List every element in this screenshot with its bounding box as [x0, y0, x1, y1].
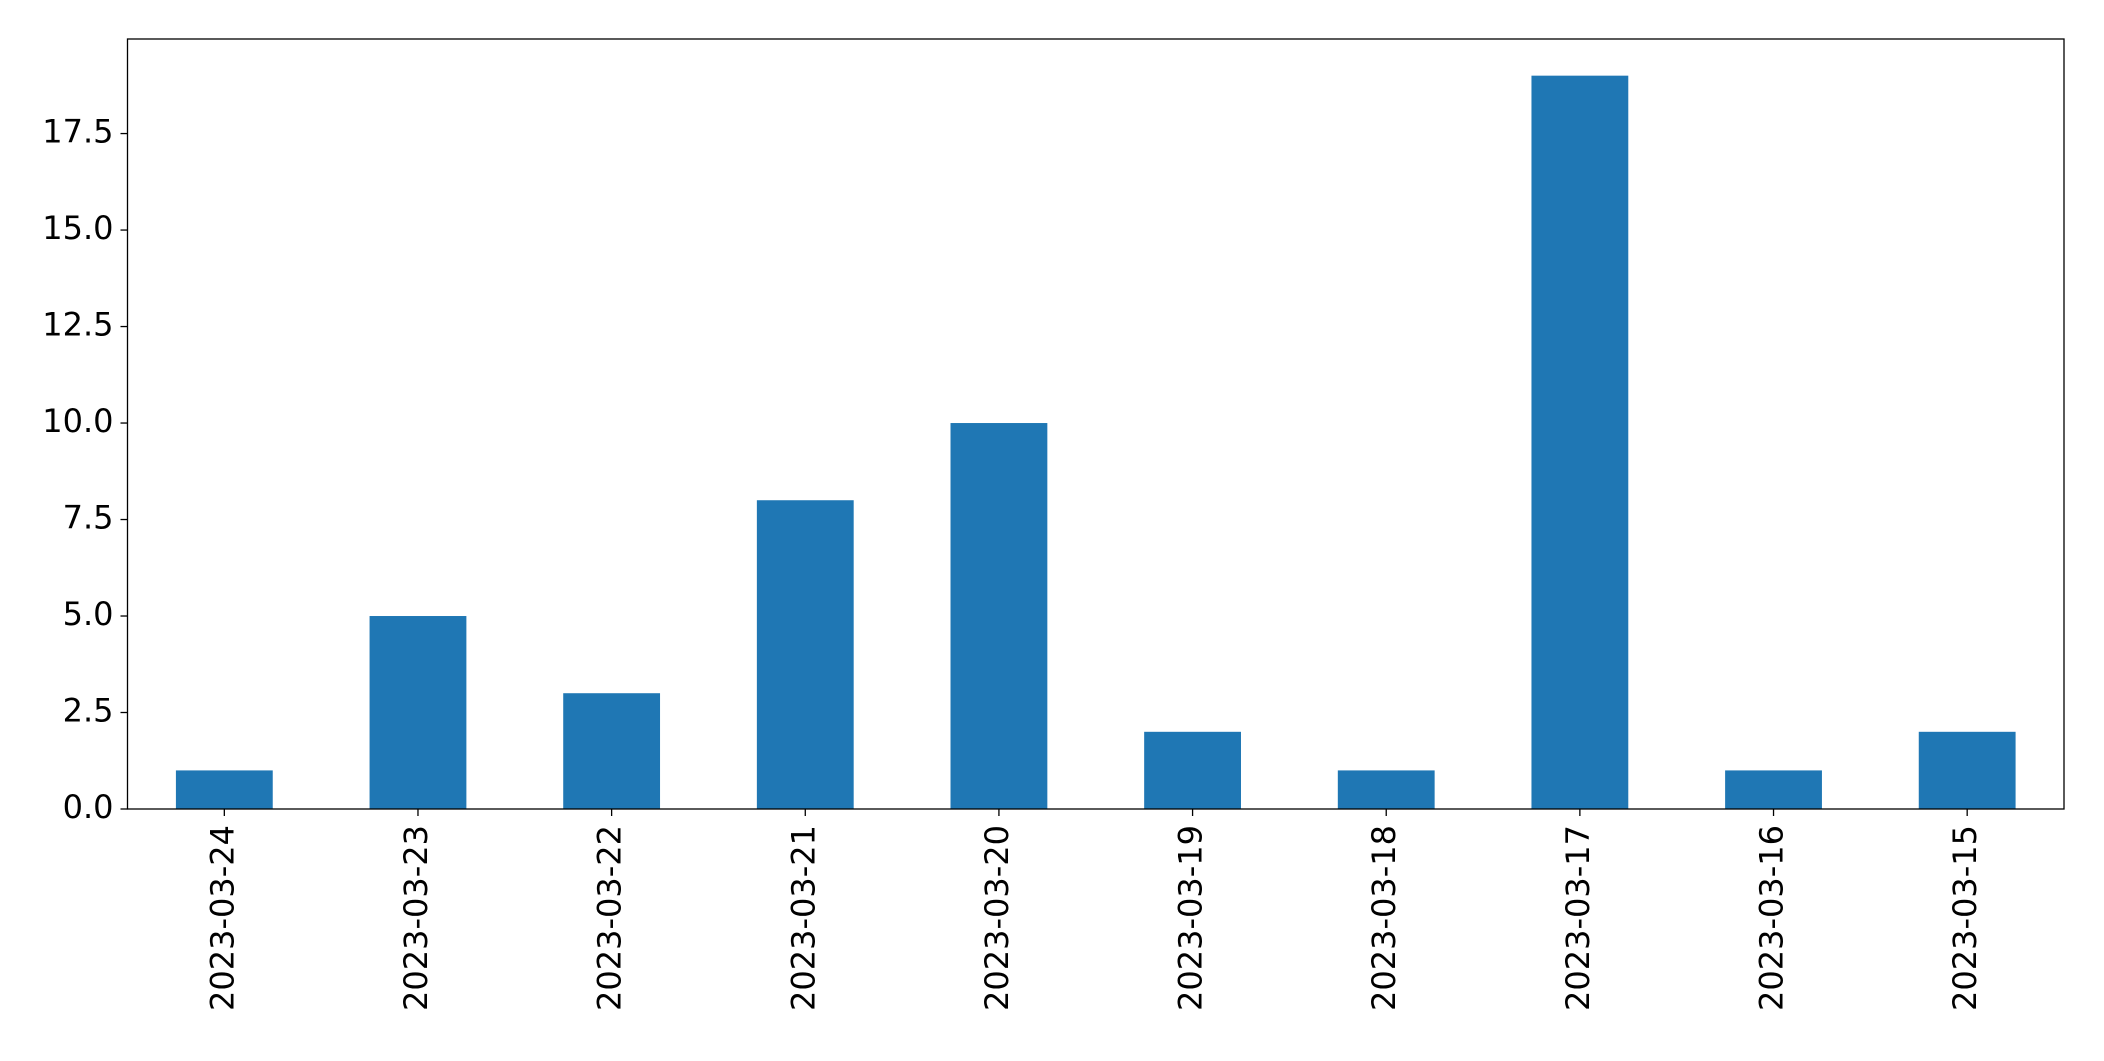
x-tick-label: 2023-03-22 [591, 825, 629, 1011]
y-tick-label: 2.5 [63, 692, 114, 730]
bar [175, 770, 273, 809]
x-tick-label: 2023-03-19 [1172, 825, 1210, 1011]
y-tick-label: 7.5 [63, 499, 114, 537]
bar [1918, 731, 2016, 809]
y-tick-label: 15.0 [42, 209, 113, 247]
bar [950, 423, 1048, 809]
plot-frame [126, 38, 2065, 810]
x-tick-label: 2023-03-20 [978, 825, 1016, 1011]
y-tick-label: 10.0 [42, 402, 113, 440]
y-tick-label: 0.0 [63, 788, 114, 826]
x-tick-label: 2023-03-23 [397, 825, 435, 1011]
x-tick-label: 2023-03-15 [1946, 825, 1984, 1011]
bar [1144, 731, 1241, 809]
x-tick-label: 2023-03-16 [1753, 825, 1791, 1011]
bar [756, 500, 854, 809]
x-tick-label: 2023-03-18 [1365, 825, 1403, 1011]
bar [1725, 770, 1822, 809]
bar [1531, 75, 1629, 809]
bar [369, 616, 467, 809]
y-tick-label: 17.5 [42, 113, 113, 151]
y-tick-label: 12.5 [42, 306, 113, 344]
x-tick-label: 2023-03-21 [784, 825, 822, 1011]
bar [1337, 770, 1435, 809]
bar [563, 693, 661, 809]
y-tick-label: 5.0 [63, 595, 114, 633]
x-tick-label: 2023-03-24 [203, 825, 241, 1011]
x-tick-label: 2023-03-17 [1559, 825, 1597, 1011]
